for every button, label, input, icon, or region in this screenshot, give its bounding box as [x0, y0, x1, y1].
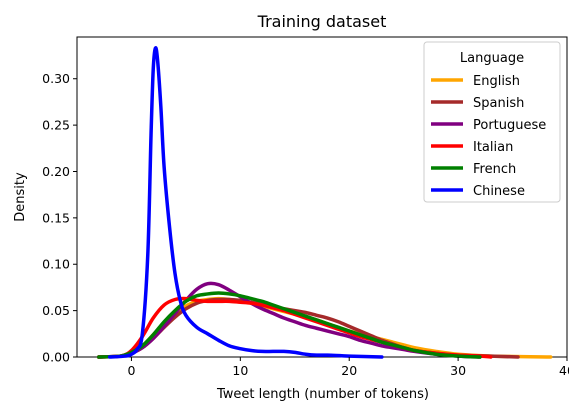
legend-label-french: French	[473, 162, 516, 177]
x-tick-label: 0	[127, 363, 135, 378]
legend-label-italian: Italian	[473, 140, 513, 155]
x-tick-label: 10	[232, 363, 248, 378]
series-line-english	[97, 296, 553, 359]
legend-frame	[423, 41, 561, 203]
y-tick-label: 0.15	[42, 210, 70, 225]
x-axis-label: Tweet length (number of tokens)	[216, 387, 429, 401]
y-axis: 0.00 0.05 0.10 0.15 0.20 0.25 0.30	[42, 71, 77, 365]
y-tick-label: 0.25	[42, 118, 70, 133]
legend-title: Language	[460, 51, 524, 66]
curves-layer	[97, 46, 553, 359]
series-line-french	[97, 291, 482, 359]
chart-title: Training dataset	[257, 12, 387, 31]
y-tick-label: 0.05	[42, 303, 70, 318]
series-line-chinese	[107, 46, 384, 359]
x-axis: 0 10 20 30 40	[127, 357, 569, 378]
y-tick-label: 0.00	[42, 350, 70, 365]
y-tick-label: 0.20	[42, 164, 70, 179]
legend-label-english: English	[473, 74, 520, 89]
y-tick-label: 0.10	[42, 257, 70, 272]
series-line-portuguese	[97, 281, 482, 359]
legend: Language English Spanish Portuguese Italian…	[423, 41, 561, 203]
x-tick-label: 40	[559, 363, 569, 378]
legend-label-chinese: Chinese	[473, 184, 525, 199]
plot-frame	[76, 36, 568, 358]
legend-items: English Spanish Portuguese Italian French Chi…	[431, 74, 546, 199]
y-axis-label: Density	[13, 172, 28, 222]
legend-label-spanish: Spanish	[473, 96, 524, 111]
x-tick-label: 20	[341, 363, 357, 378]
legend-label-portuguese: Portuguese	[473, 118, 546, 133]
plot-area	[76, 36, 568, 359]
x-tick-label: 30	[450, 363, 466, 378]
y-tick-label: 0.30	[42, 71, 70, 86]
